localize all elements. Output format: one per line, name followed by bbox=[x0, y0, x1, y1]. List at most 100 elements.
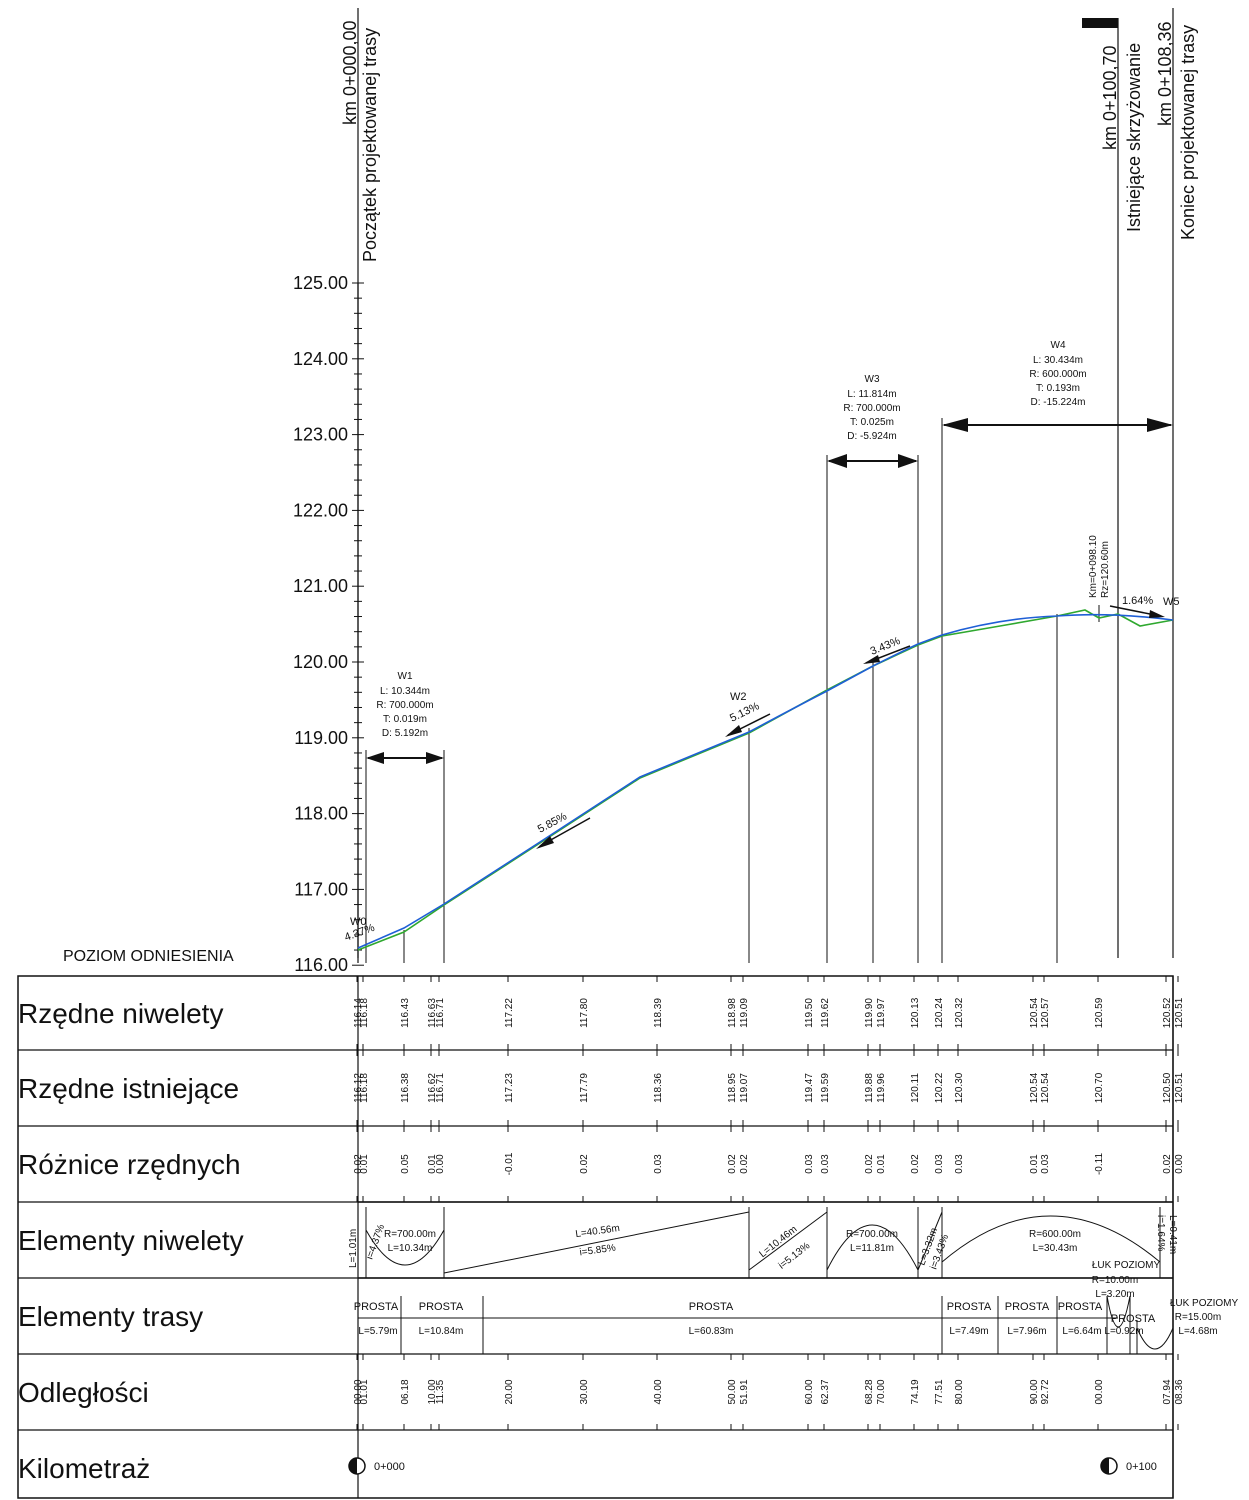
station-value: 120.54 bbox=[1029, 1072, 1040, 1103]
chainage-row: 0+000 0+100 bbox=[349, 1458, 1157, 1474]
station-value: 120.51 bbox=[1174, 1072, 1185, 1103]
svg-text:L=1.01m: L=1.01m bbox=[348, 1229, 359, 1268]
station-value: 08.36 bbox=[1174, 1379, 1185, 1404]
svg-text:L=7.49m: L=7.49m bbox=[949, 1326, 988, 1337]
station-value: 120.11 bbox=[910, 1073, 921, 1103]
station-value: 74.19 bbox=[910, 1379, 921, 1404]
station-value: 120.22 bbox=[934, 1072, 945, 1103]
crossing-km-note: Km=0+098.10 bbox=[1088, 535, 1099, 598]
svg-text:L: 11.814m: L: 11.814m bbox=[847, 389, 896, 400]
station-value: 120.54 bbox=[1040, 1072, 1051, 1103]
station-value-rows: 116.14116.18 116.43 116.63116.71 117.22 117.… bbox=[353, 976, 1185, 1430]
station-value: 0.00 bbox=[435, 1154, 446, 1174]
svg-text:R: 700.000m: R: 700.000m bbox=[843, 403, 900, 414]
elevation-axis: 125.00124.00123.00122.00121.00120.00119.… bbox=[293, 273, 364, 975]
station-value: 40.00 bbox=[653, 1379, 664, 1404]
svg-text:ŁUK POZIOMY: ŁUK POZIOMY bbox=[1092, 1260, 1161, 1271]
svg-text:L=7.96m: L=7.96m bbox=[1007, 1326, 1046, 1337]
svg-text:R=15.00m: R=15.00m bbox=[1175, 1312, 1221, 1323]
svg-text:R=600.00m: R=600.00m bbox=[1029, 1229, 1081, 1240]
station-value: 119.90 bbox=[864, 998, 875, 1028]
svg-text:D: 5.192m: D: 5.192m bbox=[382, 728, 428, 739]
station-value: 0.00 bbox=[1174, 1154, 1185, 1174]
svg-text:L=5.79m: L=5.79m bbox=[358, 1326, 397, 1337]
crossing-rz-note: Rz=120.60m bbox=[1100, 541, 1111, 598]
station-value: 62.37 bbox=[820, 1379, 831, 1404]
elevation-tick-label: 116.00 bbox=[294, 955, 348, 975]
slope-annotations: W0 4.37% 5.85% W2 5.13% 3.43% 1.64% W5 K… bbox=[343, 535, 1180, 944]
station-value: 0.03 bbox=[1040, 1154, 1051, 1174]
station-value: 117.80 bbox=[579, 998, 590, 1028]
svg-text:PROSTA: PROSTA bbox=[1058, 1301, 1103, 1313]
station-value: 0.03 bbox=[804, 1154, 815, 1174]
svg-text:L=10.84m: L=10.84m bbox=[419, 1326, 464, 1337]
svg-text:W4: W4 bbox=[1051, 340, 1066, 351]
station-value: 120.51 bbox=[1174, 997, 1185, 1028]
km-markers: km 0+000,00 Początek projektowanej trasy… bbox=[340, 8, 1198, 958]
svg-text:R=700.00m: R=700.00m bbox=[384, 1229, 436, 1240]
row-title-elementy-niwelety: Elementy niwelety bbox=[18, 1225, 244, 1256]
station-value: 0.02 bbox=[910, 1154, 921, 1174]
station-value: 116.18 bbox=[359, 998, 370, 1028]
curve-w3-params: W3 L: 11.814m R: 700.000m T: 0.025m D: -… bbox=[843, 374, 900, 442]
svg-text:L=30.43m: L=30.43m bbox=[1033, 1243, 1078, 1254]
vertex-w2: W2 bbox=[730, 691, 747, 703]
existing-ground-line bbox=[358, 610, 1173, 950]
station-value: 92.72 bbox=[1040, 1379, 1051, 1404]
station-value: 51.91 bbox=[739, 1379, 750, 1404]
station-value: 0.02 bbox=[864, 1154, 875, 1174]
svg-text:R=700.00m: R=700.00m bbox=[846, 1229, 898, 1240]
svg-text:D: -5.924m: D: -5.924m bbox=[847, 431, 896, 442]
elevation-tick-label: 120.00 bbox=[293, 652, 348, 672]
curve-w4-params: W4 L: 30.434m R: 600.000m T: 0.193m D: -… bbox=[1029, 340, 1086, 408]
curve-w1-params: W1 L: 10.344m R: 700.000m T: 0.019m D: 5… bbox=[376, 671, 433, 739]
svg-text:W1: W1 bbox=[398, 671, 413, 682]
svg-text:L: 30.434m: L: 30.434m bbox=[1033, 355, 1083, 366]
svg-text:L=11.81m: L=11.81m bbox=[850, 1243, 894, 1254]
station-value: 116.38 bbox=[400, 1073, 411, 1103]
design-grade-line bbox=[358, 615, 1173, 948]
station-value: 120.70 bbox=[1094, 1072, 1105, 1103]
station-value: 90.00 bbox=[1029, 1379, 1040, 1404]
station-value: 50.00 bbox=[727, 1379, 738, 1404]
station-value: 116.71 bbox=[435, 998, 446, 1028]
route-elements-row: PROSTA PROSTA PROSTA PROSTA PROSTA PROST… bbox=[354, 1260, 1239, 1354]
row-title-elementy-trasy: Elementy trasy bbox=[18, 1301, 203, 1332]
svg-text:PROSTA: PROSTA bbox=[1111, 1313, 1156, 1325]
svg-text:D: -15.224m: D: -15.224m bbox=[1030, 397, 1085, 408]
svg-text:PROSTA: PROSTA bbox=[947, 1301, 992, 1313]
marker-crossing-km: km 0+100,70 bbox=[1100, 45, 1120, 150]
station-value: 0.01 bbox=[876, 1154, 887, 1174]
row-title-rzedne-niwelety: Rzędne niwelety bbox=[18, 998, 223, 1029]
station-value: 119.59 bbox=[820, 1073, 831, 1103]
station-value: 0.05 bbox=[400, 1154, 411, 1174]
station-value: 119.50 bbox=[804, 998, 815, 1028]
svg-text:PROSTA: PROSTA bbox=[354, 1301, 399, 1313]
marker-start-km: km 0+000,00 bbox=[340, 20, 360, 125]
row-title-roznice: Różnice rzędnych bbox=[18, 1149, 241, 1180]
station-value: 0.03 bbox=[954, 1154, 965, 1174]
svg-text:i=1.64%: i=1.64% bbox=[1155, 1215, 1166, 1252]
elevation-tick-label: 124.00 bbox=[293, 349, 348, 369]
station-value: 119.47 bbox=[804, 1073, 815, 1103]
station-value: 120.50 bbox=[1162, 1072, 1173, 1103]
svg-text:T: 0.019m: T: 0.019m bbox=[383, 714, 427, 725]
svg-text:L=3.20m: L=3.20m bbox=[1095, 1289, 1134, 1300]
station-value: 120.54 bbox=[1029, 997, 1040, 1028]
station-value: 06.18 bbox=[400, 1379, 411, 1404]
station-value: 118.98 bbox=[727, 998, 738, 1028]
elevation-tick-label: 121.00 bbox=[293, 576, 348, 596]
chainage-start: 0+000 bbox=[374, 1461, 405, 1473]
station-value: 120.57 bbox=[1040, 997, 1051, 1028]
station-value: 60.00 bbox=[804, 1379, 815, 1404]
row-title-odleglosci: Odległości bbox=[18, 1377, 149, 1408]
station-value: 119.09 bbox=[739, 998, 750, 1028]
svg-text:L=40.56m: L=40.56m bbox=[575, 1223, 621, 1240]
svg-text:R=10.00m: R=10.00m bbox=[1092, 1275, 1138, 1286]
svg-text:PROSTA: PROSTA bbox=[419, 1301, 464, 1313]
station-value: 20.00 bbox=[504, 1379, 515, 1404]
row-titles: Rzędne niwelety Rzędne istniejące Różnic… bbox=[18, 998, 244, 1484]
svg-text:PROSTA: PROSTA bbox=[689, 1301, 734, 1313]
station-value: 117.22 bbox=[504, 998, 515, 1028]
station-value: 0.03 bbox=[653, 1154, 664, 1174]
